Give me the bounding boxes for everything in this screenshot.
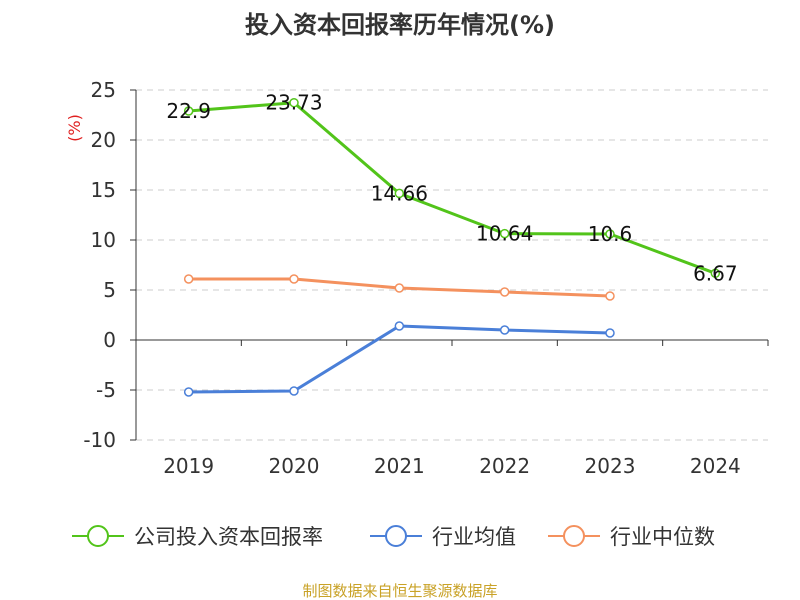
data-point bbox=[605, 291, 615, 301]
data-point bbox=[183, 106, 194, 116]
data-point bbox=[183, 274, 194, 284]
data-label: 14.66 bbox=[371, 181, 428, 205]
data-point bbox=[499, 287, 510, 297]
y-tick-label: 5 bbox=[103, 278, 116, 302]
y-tick-label: 25 bbox=[91, 78, 116, 102]
x-tick-label: 2021 bbox=[374, 454, 425, 478]
legend-label: 行业中位数 bbox=[610, 525, 715, 549]
axes bbox=[130, 89, 769, 441]
data-label: 22.9 bbox=[166, 99, 211, 123]
data-label: 10.6 bbox=[588, 222, 633, 246]
data-point bbox=[289, 386, 299, 396]
x-tick-label: 2020 bbox=[269, 454, 320, 478]
y-tick-label: 20 bbox=[91, 128, 116, 152]
tick-labels: 25 20 15 10 5 0 -5 -10 2019 2020 2021 2022 2023 2024 bbox=[83, 78, 740, 478]
data-point bbox=[605, 328, 615, 338]
x-tick-label: 2022 bbox=[479, 454, 530, 478]
x-tick-label: 2019 bbox=[163, 454, 214, 478]
y-tick-label: 10 bbox=[91, 228, 116, 252]
x-tick-label: 2023 bbox=[585, 454, 636, 478]
series-lines bbox=[183, 97, 721, 397]
legend-item[interactable]: 行业中位数 bbox=[548, 525, 715, 549]
legend-marker bbox=[563, 525, 585, 547]
data-point bbox=[499, 325, 510, 335]
data-label: 10.64 bbox=[476, 222, 533, 246]
data-point bbox=[605, 229, 615, 239]
data-point bbox=[183, 387, 194, 397]
data-point bbox=[499, 228, 510, 239]
legend-marker bbox=[385, 525, 407, 547]
data-point bbox=[710, 268, 721, 279]
data-point bbox=[394, 188, 405, 199]
legend: 公司投入资本回报率 行业均值 行业中位数 bbox=[72, 525, 715, 549]
series-line-1 bbox=[188, 101, 716, 275]
legend-marker bbox=[87, 525, 109, 547]
y-tick-label: -5 bbox=[96, 378, 116, 402]
legend-item[interactable]: 公司投入资本回报率 bbox=[72, 525, 323, 549]
data-label: 6.67 bbox=[693, 261, 738, 285]
source-note: 制图数据来自恒生聚源数据库 bbox=[302, 582, 497, 600]
data-point bbox=[289, 97, 299, 108]
data-point bbox=[289, 274, 299, 284]
y-tick-label: 15 bbox=[91, 178, 116, 202]
data-point bbox=[394, 321, 405, 331]
grid-lines bbox=[136, 89, 768, 441]
y-axis-label: (%) bbox=[65, 114, 84, 142]
series-line-2 bbox=[188, 324, 611, 394]
legend-label: 行业均值 bbox=[432, 525, 516, 549]
chart-title: 投入资本回报率历年情况(%) bbox=[245, 11, 555, 39]
legend-label: 公司投入资本回报率 bbox=[134, 525, 323, 549]
data-point bbox=[394, 283, 405, 293]
y-tick-label: -10 bbox=[83, 428, 116, 452]
data-labels: 22.9 23.73 14.66 10.64 10.6 6.67 bbox=[166, 91, 737, 286]
data-label: 23.73 bbox=[265, 91, 322, 115]
y-tick-label: 0 bbox=[103, 328, 116, 352]
x-tick-label: 2024 bbox=[690, 454, 741, 478]
legend-item[interactable]: 行业均值 bbox=[370, 525, 516, 549]
